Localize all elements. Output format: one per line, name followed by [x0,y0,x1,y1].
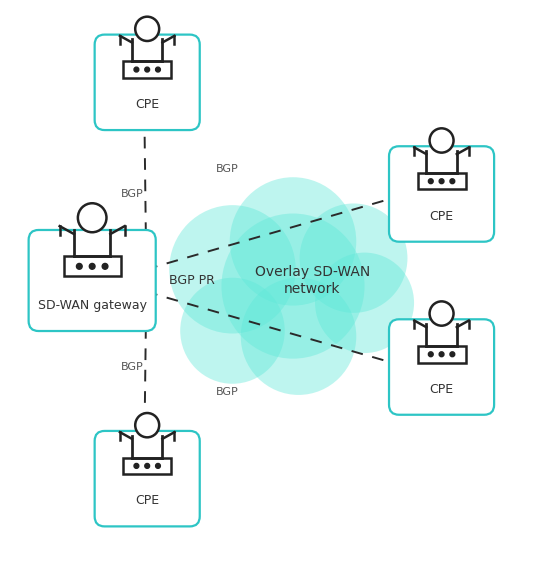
Text: BGP PR: BGP PR [169,274,215,287]
Circle shape [102,264,108,269]
Text: CPE: CPE [135,98,159,111]
Circle shape [145,67,150,72]
Circle shape [90,264,95,269]
Circle shape [429,352,433,357]
Circle shape [134,463,139,468]
Circle shape [439,352,444,357]
Circle shape [430,128,453,153]
FancyBboxPatch shape [389,319,494,415]
Text: BGP: BGP [216,387,239,397]
Circle shape [439,179,444,183]
Circle shape [155,463,160,468]
FancyBboxPatch shape [389,146,494,242]
Text: CPE: CPE [430,210,453,223]
Circle shape [135,17,159,41]
FancyBboxPatch shape [95,431,200,526]
Circle shape [76,264,82,269]
FancyBboxPatch shape [95,35,200,130]
FancyBboxPatch shape [123,458,171,474]
Text: CPE: CPE [135,494,159,507]
Text: BGP: BGP [121,362,144,372]
FancyBboxPatch shape [29,230,156,331]
Text: BGP: BGP [121,189,144,199]
Circle shape [155,67,160,72]
Circle shape [450,179,455,183]
Circle shape [135,413,159,438]
Circle shape [450,352,455,357]
FancyBboxPatch shape [418,173,466,190]
FancyBboxPatch shape [64,256,121,276]
Circle shape [430,301,453,326]
Text: BGP: BGP [216,164,239,174]
Circle shape [429,179,433,183]
FancyBboxPatch shape [418,346,466,362]
FancyBboxPatch shape [123,61,171,78]
Circle shape [134,67,139,72]
Circle shape [145,463,150,468]
Text: CPE: CPE [430,383,453,396]
Text: SD-WAN gateway: SD-WAN gateway [38,299,147,312]
Text: Overlay SD-WAN
network: Overlay SD-WAN network [254,265,370,296]
Circle shape [78,203,107,232]
